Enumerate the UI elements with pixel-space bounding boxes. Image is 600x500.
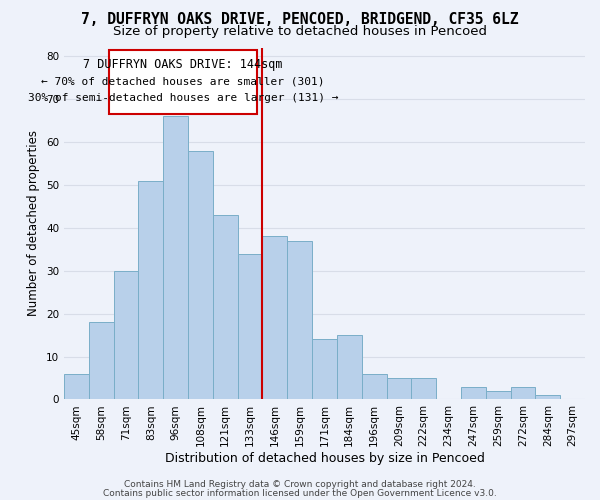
Bar bbox=[412, 378, 436, 400]
Bar bbox=[287, 240, 312, 400]
Bar bbox=[262, 236, 287, 400]
Bar bbox=[535, 395, 560, 400]
Bar bbox=[238, 254, 262, 400]
Bar bbox=[362, 374, 386, 400]
Bar bbox=[386, 378, 412, 400]
Bar bbox=[312, 340, 337, 400]
Bar bbox=[64, 374, 89, 400]
Bar bbox=[213, 215, 238, 400]
Text: ← 70% of detached houses are smaller (301): ← 70% of detached houses are smaller (30… bbox=[41, 77, 325, 87]
Text: Size of property relative to detached houses in Pencoed: Size of property relative to detached ho… bbox=[113, 25, 487, 38]
Text: Contains HM Land Registry data © Crown copyright and database right 2024.: Contains HM Land Registry data © Crown c… bbox=[124, 480, 476, 489]
Text: 7 DUFFRYN OAKS DRIVE: 144sqm: 7 DUFFRYN OAKS DRIVE: 144sqm bbox=[83, 58, 283, 70]
Bar bbox=[188, 150, 213, 400]
Bar bbox=[113, 270, 139, 400]
Text: 30% of semi-detached houses are larger (131) →: 30% of semi-detached houses are larger (… bbox=[28, 93, 338, 103]
Bar bbox=[163, 116, 188, 400]
Y-axis label: Number of detached properties: Number of detached properties bbox=[28, 130, 40, 316]
Bar bbox=[461, 386, 486, 400]
FancyBboxPatch shape bbox=[109, 50, 257, 114]
Bar bbox=[139, 180, 163, 400]
Text: Contains public sector information licensed under the Open Government Licence v3: Contains public sector information licen… bbox=[103, 488, 497, 498]
Bar bbox=[89, 322, 113, 400]
Bar bbox=[486, 391, 511, 400]
Bar bbox=[511, 386, 535, 400]
Bar bbox=[337, 335, 362, 400]
Text: 7, DUFFRYN OAKS DRIVE, PENCOED, BRIDGEND, CF35 6LZ: 7, DUFFRYN OAKS DRIVE, PENCOED, BRIDGEND… bbox=[81, 12, 519, 28]
X-axis label: Distribution of detached houses by size in Pencoed: Distribution of detached houses by size … bbox=[164, 452, 484, 465]
